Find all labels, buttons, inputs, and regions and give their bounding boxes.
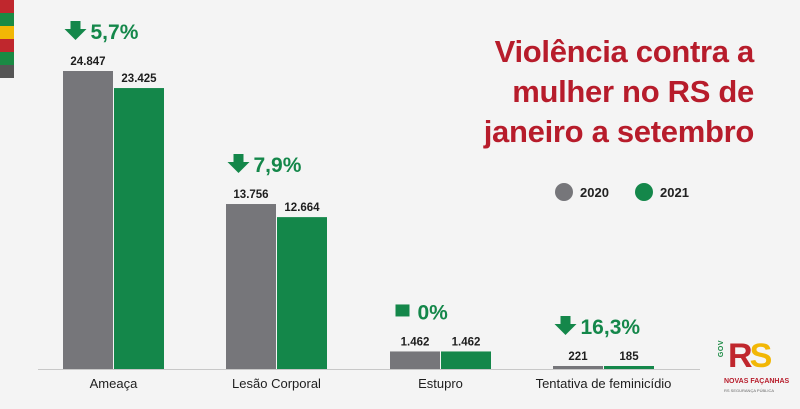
legend-item-2020: 2020: [555, 183, 609, 201]
bar-2020: [390, 351, 440, 369]
bar-2020: [63, 71, 113, 369]
legend-swatch-2021: [635, 183, 653, 201]
legend-swatch-2020: [555, 183, 573, 201]
bar-2021: [441, 351, 491, 369]
chart-title: Violência contra a mulher no RS de janei…: [483, 34, 755, 149]
bar-2021: [114, 88, 164, 369]
flat-square-icon: [395, 304, 410, 317]
data-label-2020: 24.847: [70, 56, 105, 68]
flag-stripe: [0, 0, 14, 13]
data-label-2021: 185: [619, 351, 639, 363]
data-label-2020: 1.462: [401, 336, 430, 348]
data-label-2020: 13.756: [233, 189, 268, 201]
legend-label-2021: 2021: [660, 184, 689, 200]
change-percent-label: 7,9%: [254, 154, 302, 177]
logo-brand: NOVAS FAÇANHAS: [724, 378, 790, 385]
legend-label-2020: 2020: [580, 184, 609, 200]
category-label: Lesão Corporal: [232, 376, 321, 391]
data-label-2021: 23.425: [121, 73, 157, 85]
flag-stripe: [0, 52, 14, 65]
legend-item-2021: 2021: [635, 183, 689, 201]
change-percent-label: 0%: [418, 301, 449, 324]
logo-gov-text: GOV: [718, 340, 725, 358]
category-label: Ameaça: [90, 376, 138, 391]
category-label: Estupro: [418, 376, 463, 391]
flag-stripe: [0, 65, 14, 78]
flag-stripe: [0, 39, 14, 52]
bar-2021: [604, 366, 654, 369]
rs-government-logo: GOV RS NOVAS FAÇANHAS RS SEGURANÇA PÚBLI…: [718, 336, 790, 404]
logo-subtitle: RS SEGURANÇA PÚBLICA: [724, 388, 775, 393]
flag-stripe: [0, 26, 14, 39]
down-arrow-icon: [554, 316, 577, 335]
bar-2020: [226, 204, 276, 369]
logo-mark: RS: [728, 337, 773, 375]
down-arrow-icon: [227, 154, 250, 174]
logo-mark-s: S: [749, 337, 773, 375]
data-label-2021: 1.462: [452, 336, 481, 348]
logo-mark-r: R: [728, 337, 753, 375]
flag-strip: [0, 0, 14, 78]
bar-2020: [553, 366, 603, 369]
flag-stripe: [0, 13, 14, 26]
data-label-2020: 221: [568, 351, 588, 363]
change-percent-label: 5,7%: [91, 21, 139, 44]
category-label: Tentativa de feminicídio: [536, 376, 672, 391]
change-percent-label: 16,3%: [581, 316, 641, 339]
down-arrow-icon: [64, 21, 87, 40]
bar-2021: [277, 217, 327, 369]
data-label-2021: 12.664: [284, 202, 320, 214]
